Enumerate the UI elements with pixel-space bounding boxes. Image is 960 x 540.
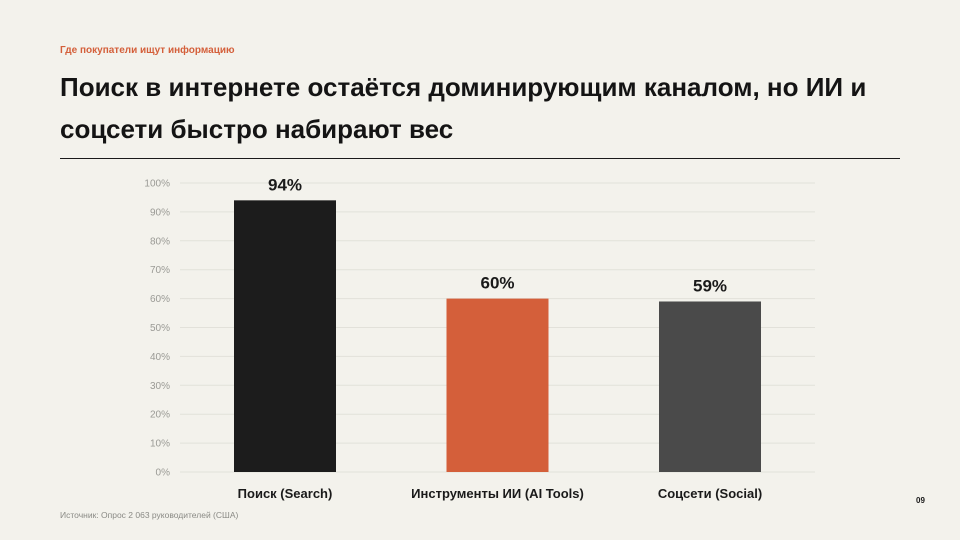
data-labels: 94% 60% 59%: [268, 175, 727, 295]
title-divider: [60, 158, 900, 159]
data-label: 59%: [693, 276, 727, 295]
category-labels: Поиск (Search) Инструменты ИИ (AI Tools) С…: [238, 486, 763, 501]
y-tick-label: 80%: [150, 236, 170, 247]
y-tick-label: 10%: [150, 439, 170, 450]
y-tick-label: 40%: [150, 352, 170, 363]
data-label: 94%: [268, 175, 302, 194]
y-tick-label: 100%: [144, 179, 170, 190]
page-number: 09: [916, 496, 925, 505]
bar: [659, 301, 761, 472]
y-tick-label: 50%: [150, 323, 170, 334]
bar: [234, 200, 336, 472]
y-tick-label: 90%: [150, 207, 170, 218]
slide-eyebrow: Где покупатели ищут информацию: [60, 45, 235, 56]
y-tick-label: 20%: [150, 410, 170, 421]
category-label: Соцсети (Social): [658, 486, 762, 501]
y-tick-label: 30%: [150, 381, 170, 392]
category-label: Поиск (Search): [238, 486, 333, 501]
y-axis-ticks: 0% 10% 20% 30% 40% 50% 60% 70% 80% 90% 100%: [144, 179, 170, 479]
source-note: Источник: Опрос 2 063 руководителей (США…: [60, 510, 239, 520]
y-tick-label: 60%: [150, 294, 170, 305]
bars: [234, 200, 761, 472]
y-tick-label: 0%: [156, 468, 171, 479]
slide-title: Поиск в интернете остаётся доминирующим …: [60, 72, 867, 144]
y-tick-label: 70%: [150, 265, 170, 276]
category-label: Инструменты ИИ (AI Tools): [411, 486, 584, 501]
data-label: 60%: [480, 274, 514, 293]
bar: [446, 298, 549, 472]
